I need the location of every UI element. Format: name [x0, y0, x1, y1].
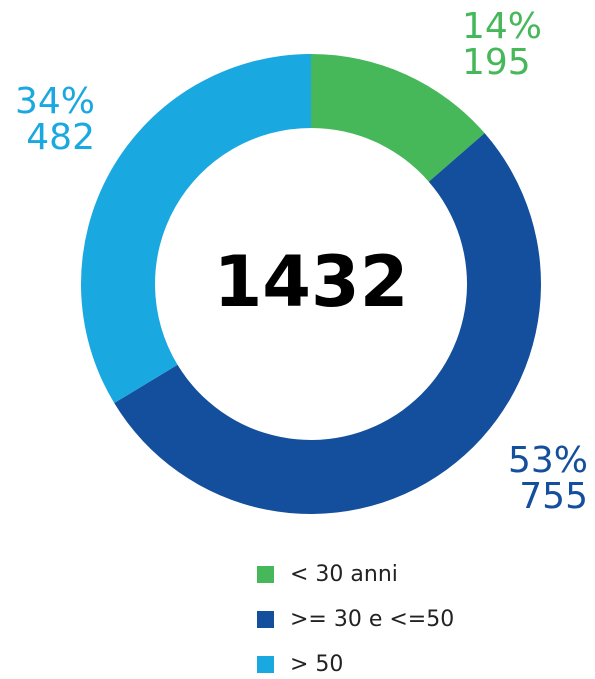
legend-label: > 50 — [290, 652, 343, 677]
value-label: 755 — [519, 476, 588, 517]
donut-slice — [114, 133, 542, 515]
legend-swatch — [257, 656, 274, 673]
percent-label: 34% — [15, 81, 95, 122]
value-label: 482 — [26, 117, 95, 158]
percent-label: 14% — [462, 6, 542, 47]
percent-label: 53% — [508, 440, 588, 481]
donut-slice — [80, 53, 311, 404]
legend-label: >= 30 e <=50 — [290, 607, 454, 632]
legend-swatch — [257, 611, 274, 628]
donut-slice — [311, 54, 485, 182]
legend-label: < 30 anni — [290, 562, 398, 587]
value-label: 195 — [462, 42, 531, 83]
total-label: 1432 — [214, 241, 409, 323]
legend-swatch — [257, 566, 274, 583]
